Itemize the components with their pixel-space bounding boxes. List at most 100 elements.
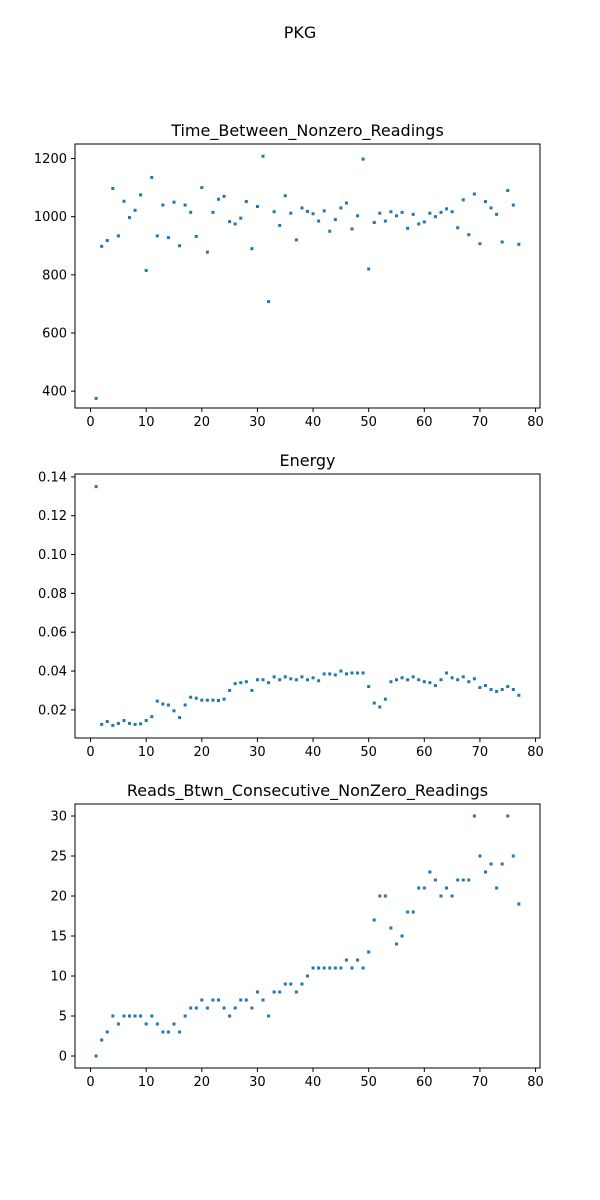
data-point — [289, 677, 293, 681]
data-point — [161, 702, 165, 706]
subplot-title: Time_Between_Nonzero_Readings — [170, 121, 444, 141]
data-point — [233, 222, 237, 226]
data-point — [344, 958, 348, 962]
data-point — [205, 1006, 209, 1010]
data-point — [217, 699, 220, 703]
data-point — [428, 211, 432, 215]
data-point — [433, 215, 437, 219]
data-point — [222, 697, 226, 701]
data-point — [200, 186, 204, 190]
data-point — [166, 703, 170, 707]
data-point — [367, 950, 371, 954]
data-point — [428, 870, 432, 874]
data-point — [395, 678, 398, 682]
subplot-energy: Energy 0 10 20 30 40 50 60 70 80 0.02 0.04 0.06 0.08… — [38, 451, 544, 760]
data-point — [228, 1014, 232, 1018]
data-point — [400, 210, 404, 214]
data-point — [467, 680, 471, 684]
data-point — [144, 1022, 148, 1026]
y-tick-label: 0.10 — [38, 548, 67, 563]
data-point — [350, 227, 354, 231]
data-point — [178, 716, 182, 720]
data-point — [183, 203, 187, 207]
x-tick-label: 40 — [305, 1075, 322, 1090]
data-point — [155, 699, 159, 703]
data-point — [217, 197, 220, 201]
data-point — [122, 719, 126, 723]
data-point — [472, 192, 476, 196]
data-point — [105, 239, 109, 243]
data-point — [194, 696, 198, 700]
subplot-time-between-nonzero-readings: Time_Between_Nonzero_Readings 0 10 20 30 40 5… — [34, 121, 544, 430]
data-point — [439, 894, 443, 898]
data-point — [406, 910, 410, 914]
data-point — [356, 958, 360, 962]
data-point — [422, 680, 426, 684]
data-point — [222, 1006, 226, 1010]
data-point — [267, 1014, 271, 1018]
data-point — [178, 1030, 182, 1034]
data-point — [511, 854, 515, 858]
data-point — [183, 703, 187, 707]
plot-frame — [74, 803, 541, 1069]
data-point — [361, 966, 365, 970]
data-point — [211, 210, 215, 214]
y-tick-label: 0.08 — [38, 587, 67, 602]
data-point — [239, 681, 243, 685]
data-point — [261, 678, 265, 682]
data-point — [128, 216, 132, 220]
data-point — [250, 247, 254, 251]
data-point — [255, 205, 259, 209]
data-point — [322, 672, 326, 676]
data-point — [417, 222, 421, 226]
data-point — [372, 918, 376, 922]
data-point — [400, 676, 404, 680]
data-point — [328, 229, 332, 233]
data-point — [133, 1014, 137, 1018]
data-point — [472, 677, 476, 681]
data-point — [517, 242, 521, 246]
data-point — [306, 209, 309, 213]
y-tick-label: 20 — [50, 890, 67, 905]
data-point — [422, 886, 426, 890]
data-point — [150, 715, 154, 719]
data-point — [500, 687, 504, 691]
data-point — [478, 686, 482, 690]
data-point — [211, 998, 215, 1002]
data-point — [283, 982, 287, 986]
data-point — [189, 1006, 193, 1010]
x-tick-label: 50 — [360, 1075, 377, 1090]
data-point — [116, 234, 120, 238]
data-point — [322, 966, 326, 970]
data-point — [200, 698, 204, 702]
data-point — [283, 675, 287, 679]
x-tick-label: 20 — [194, 1075, 211, 1090]
data-point — [411, 675, 415, 679]
x-tick-label: 60 — [416, 745, 433, 760]
subplot-title: Energy — [279, 451, 335, 470]
x-tick-label: 0 — [86, 1075, 94, 1090]
data-point — [456, 226, 460, 230]
data-point — [105, 1030, 109, 1034]
subplot-reads-btwn-consecutive-nonzero-readings: Reads_Btwn_Consecutive_NonZero_Readings … — [50, 781, 543, 1090]
data-point — [155, 234, 159, 238]
data-point — [139, 722, 143, 726]
data-point — [128, 721, 132, 725]
data-point — [161, 203, 165, 207]
data-point — [439, 210, 443, 214]
data-point — [244, 680, 248, 684]
data-point — [133, 722, 137, 726]
data-point — [278, 678, 282, 682]
data-point — [183, 1014, 187, 1018]
data-point — [172, 709, 176, 713]
x-tick-label: 40 — [305, 415, 322, 430]
data-point — [239, 998, 243, 1002]
x-tick-label: 10 — [138, 1075, 155, 1090]
data-point — [406, 226, 410, 230]
x-tick-label: 80 — [527, 415, 544, 430]
data-point — [445, 671, 449, 675]
data-point — [122, 1014, 126, 1018]
data-point — [306, 678, 309, 682]
data-point — [116, 1022, 120, 1026]
